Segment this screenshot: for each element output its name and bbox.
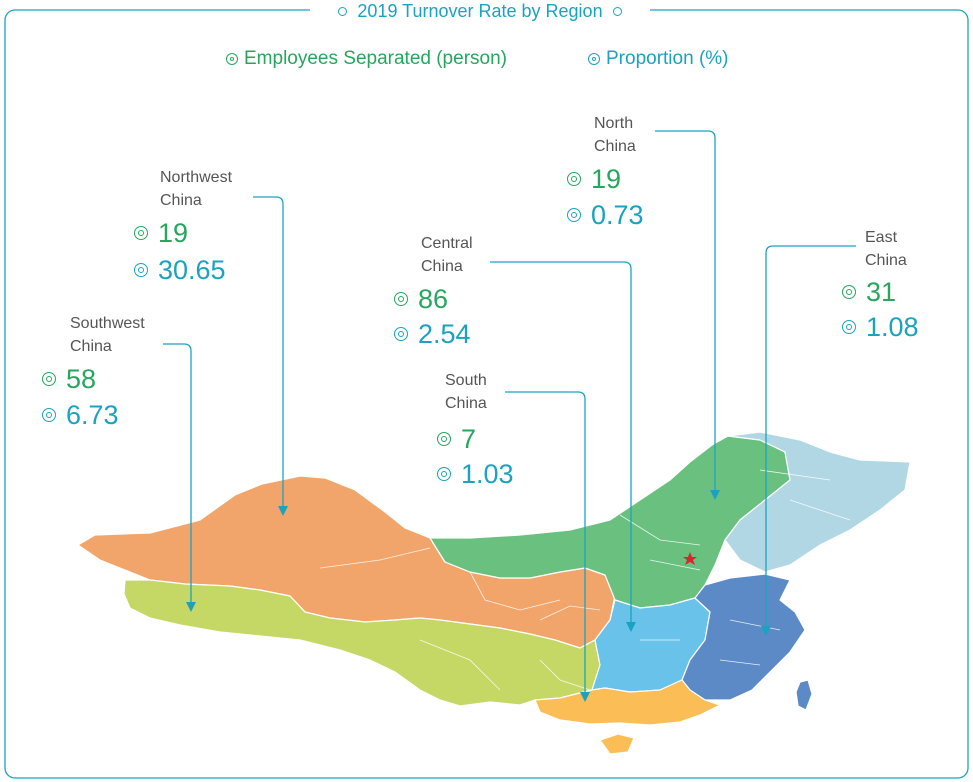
arrowhead-southwest-icon [186, 602, 196, 612]
north-label: North China [594, 115, 636, 155]
south-proportion: 1.03 [437, 459, 514, 489]
arrowhead-east-icon [761, 626, 771, 636]
legend-employees-ring-icon [226, 53, 238, 65]
employees-ring-icon [567, 172, 581, 186]
northwest-proportion-value: 30.65 [158, 255, 226, 285]
southwest-employees-value: 58 [66, 364, 97, 394]
proportion-ring-icon [394, 327, 408, 341]
title-bar: 2019 Turnover Rate by Region [310, 0, 650, 22]
employees-ring-icon [394, 292, 408, 306]
employees-ring-icon [842, 285, 856, 299]
southwest-proportion-value: 6.73 [66, 400, 119, 430]
east-proportion: 1.08 [842, 312, 919, 342]
northwest-employees-value: 19 [158, 218, 189, 248]
arrowhead-north-icon [710, 490, 720, 500]
central-employees: 86 [394, 284, 448, 314]
central-proportion-value: 2.54 [418, 319, 471, 349]
region-south-shape [534, 679, 721, 726]
northwest-proportion: 30.65 [134, 255, 226, 285]
leader-line-southwest [163, 343, 192, 606]
south-employees: 7 [437, 424, 476, 454]
legend-proportion-ring-icon [588, 53, 600, 65]
proportion-ring-icon [437, 467, 451, 481]
north-proportion: 0.73 [567, 200, 644, 230]
employees-ring-icon [134, 226, 148, 240]
leader-line-central [490, 261, 632, 626]
legend-employees: Employees Separated (person) [226, 48, 507, 70]
capital-star-icon [683, 552, 697, 565]
southwest-label: Southwest China [70, 315, 145, 355]
region-taiwan-shape [795, 679, 813, 711]
region-east-shape [681, 573, 806, 701]
northwest-employees: 19 [134, 218, 188, 248]
arrowhead-south-icon [580, 692, 590, 702]
region-northeast-shape [724, 431, 911, 573]
legend-employees-label: Employees Separated (person) [244, 48, 507, 69]
arrowhead-northwest-icon [278, 506, 288, 516]
legend-proportion-label: Proportion (%) [606, 48, 729, 69]
title-left-ring-icon [338, 6, 348, 16]
east-employees: 31 [842, 277, 896, 307]
southwest-proportion: 6.73 [42, 400, 119, 430]
south-label: South China [445, 372, 487, 412]
leader-line-northwest [253, 196, 284, 510]
page-title: 2019 Turnover Rate by Region [357, 0, 603, 21]
south-employees-value: 7 [461, 424, 477, 454]
title-right-ring-icon [612, 6, 622, 16]
central-proportion: 2.54 [394, 319, 471, 349]
southwest-employees: 58 [42, 364, 96, 394]
employees-ring-icon [437, 432, 451, 446]
employees-ring-icon [42, 372, 56, 386]
proportion-ring-icon [134, 263, 148, 277]
proportion-ring-icon [842, 320, 856, 334]
south-proportion-value: 1.03 [461, 459, 514, 489]
north-proportion-value: 0.73 [591, 200, 644, 230]
north-employees-value: 19 [591, 164, 622, 194]
northwest-label: Northwest China [160, 169, 233, 209]
east-employees-value: 31 [866, 277, 897, 307]
central-employees-value: 86 [418, 284, 449, 314]
east-proportion-value: 1.08 [866, 312, 919, 342]
east-label: East China [865, 229, 907, 269]
central-label: Central China [421, 235, 473, 275]
proportion-ring-icon [567, 208, 581, 222]
leader-line-south [505, 391, 586, 696]
region-hainan-shape [599, 733, 635, 755]
leader-line-east [765, 245, 856, 630]
arrowhead-central-icon [626, 622, 636, 632]
proportion-ring-icon [42, 408, 56, 422]
north-employees: 19 [567, 164, 621, 194]
leader-line-north [655, 130, 716, 494]
legend-proportion: Proportion (%) [588, 48, 729, 70]
